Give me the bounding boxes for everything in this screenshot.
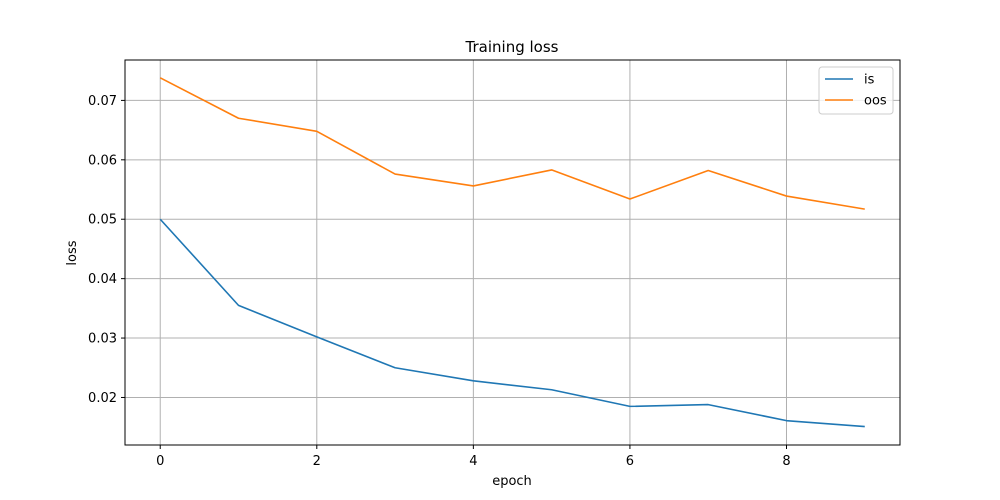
x-tick-label: 0 xyxy=(156,454,164,469)
y-tick-label: 0.02 xyxy=(88,391,117,406)
y-tick-label: 0.03 xyxy=(88,332,117,347)
y-tick-label: 0.07 xyxy=(88,94,117,109)
series-line-oos xyxy=(159,77,865,210)
plot-frame xyxy=(124,59,901,446)
y-axis-ticks: 0.02 0.03 0.04 0.05 0.06 0.07 xyxy=(88,94,125,406)
x-tick-label: 4 xyxy=(469,454,477,469)
y-tick-label: 0.05 xyxy=(88,213,117,228)
x-axis-label: epoch xyxy=(492,474,532,489)
y-tick-label: 0.04 xyxy=(88,272,117,287)
y-tick-label: 0.06 xyxy=(88,153,117,168)
chart-title: Training loss xyxy=(465,38,559,56)
legend-label-is: is xyxy=(864,73,875,88)
x-tick-label: 6 xyxy=(626,454,634,469)
x-tick-label: 8 xyxy=(782,454,790,469)
grid xyxy=(125,60,900,445)
y-axis-label: loss xyxy=(65,240,80,265)
series-layer xyxy=(159,77,865,428)
legend-label-oos: oos xyxy=(864,94,887,109)
x-tick-label: 2 xyxy=(313,454,321,469)
legend: is oos xyxy=(818,66,894,115)
series-line-is xyxy=(159,218,865,428)
x-axis-ticks: 0 2 4 6 8 xyxy=(156,445,791,469)
